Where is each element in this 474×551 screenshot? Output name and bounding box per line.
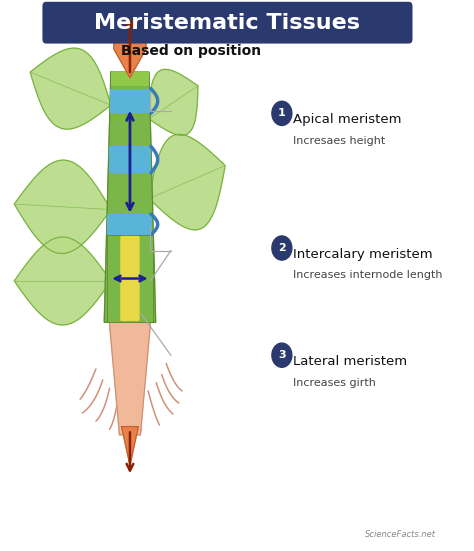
Text: ScienceFacts.net: ScienceFacts.net — [365, 530, 436, 539]
FancyBboxPatch shape — [42, 2, 412, 44]
FancyBboxPatch shape — [130, 236, 140, 321]
Polygon shape — [121, 426, 138, 465]
Bar — [110, 89, 150, 114]
Text: 2: 2 — [278, 243, 286, 253]
Text: Intercalary meristem: Intercalary meristem — [293, 248, 433, 261]
Polygon shape — [149, 69, 198, 136]
Bar — [107, 235, 153, 322]
Text: Increases internode length: Increases internode length — [293, 271, 443, 280]
Text: 1: 1 — [278, 109, 286, 118]
Circle shape — [272, 236, 292, 260]
Bar — [109, 147, 151, 172]
Circle shape — [272, 101, 292, 126]
Text: Lateral meristem: Lateral meristem — [293, 355, 407, 368]
Text: 3: 3 — [278, 350, 286, 360]
Polygon shape — [14, 160, 111, 253]
Text: Increases girth: Increases girth — [293, 377, 376, 388]
Polygon shape — [104, 72, 155, 322]
FancyBboxPatch shape — [120, 236, 130, 321]
Text: Incresaes height: Incresaes height — [293, 136, 385, 146]
Bar — [108, 214, 153, 235]
Polygon shape — [109, 322, 151, 435]
Text: Apical meristem: Apical meristem — [293, 114, 402, 127]
Bar — [111, 72, 149, 86]
Polygon shape — [14, 237, 111, 325]
Text: Based on position: Based on position — [121, 44, 261, 58]
Polygon shape — [30, 48, 111, 129]
Polygon shape — [114, 20, 146, 78]
Circle shape — [272, 343, 292, 368]
Text: Meristematic Tissues: Meristematic Tissues — [94, 13, 360, 33]
Polygon shape — [149, 134, 225, 230]
